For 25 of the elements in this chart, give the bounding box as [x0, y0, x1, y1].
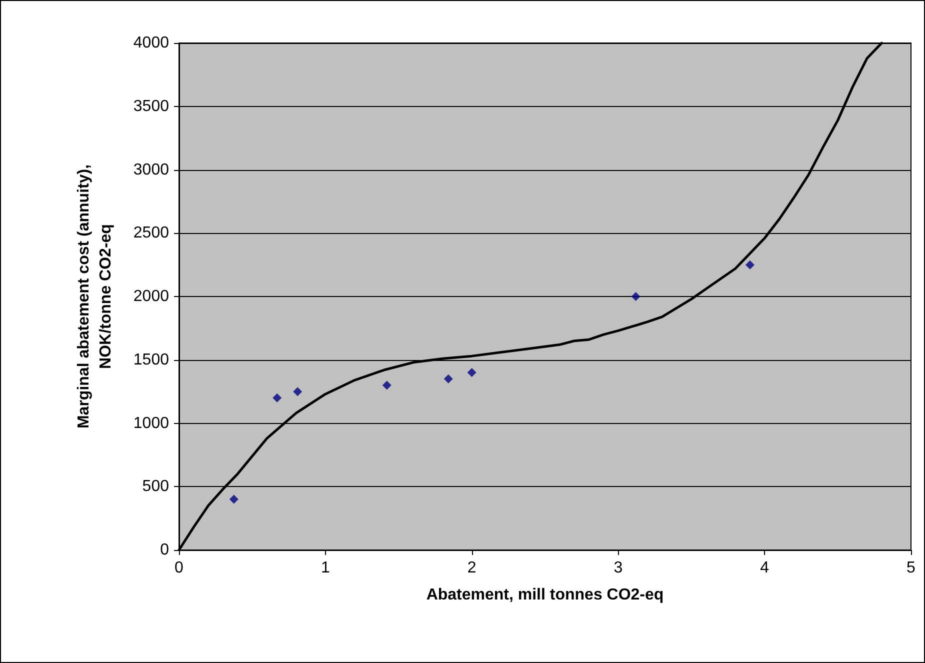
- x-tick-label: 5: [906, 560, 916, 576]
- y-tick-label: 2500: [133, 224, 170, 242]
- point: [745, 260, 754, 270]
- point: [293, 387, 302, 396]
- x-tick-label: 1: [320, 560, 330, 576]
- x-tick-label: 2: [467, 560, 476, 576]
- point: [229, 494, 238, 504]
- x-axis-title: Abatement, mill tonnes CO2-eq: [426, 586, 664, 604]
- y-tick-label: 1000: [133, 414, 170, 432]
- point: [444, 374, 453, 384]
- y-axis-title: Marginal abatement cost (annuity), NOK/tonne CO2-eq: [76, 164, 114, 429]
- y-tick-label: 3000: [133, 161, 170, 178]
- point: [382, 380, 392, 390]
- x-tick-label: 3: [614, 560, 623, 576]
- x-tick-label: 4: [760, 560, 770, 576]
- point: [272, 393, 282, 402]
- y-tick-label: 2000: [133, 288, 170, 305]
- y-tick-label: 3500: [133, 98, 170, 115]
- point: [631, 292, 640, 301]
- y-tick-label: 0: [160, 542, 170, 558]
- y-tick-label: 500: [142, 478, 170, 496]
- y-tick-label: 1500: [133, 351, 170, 368]
- y-tick-label: 4000: [133, 34, 170, 52]
- point: [467, 368, 476, 378]
- x-tick-label: 0: [174, 560, 184, 576]
